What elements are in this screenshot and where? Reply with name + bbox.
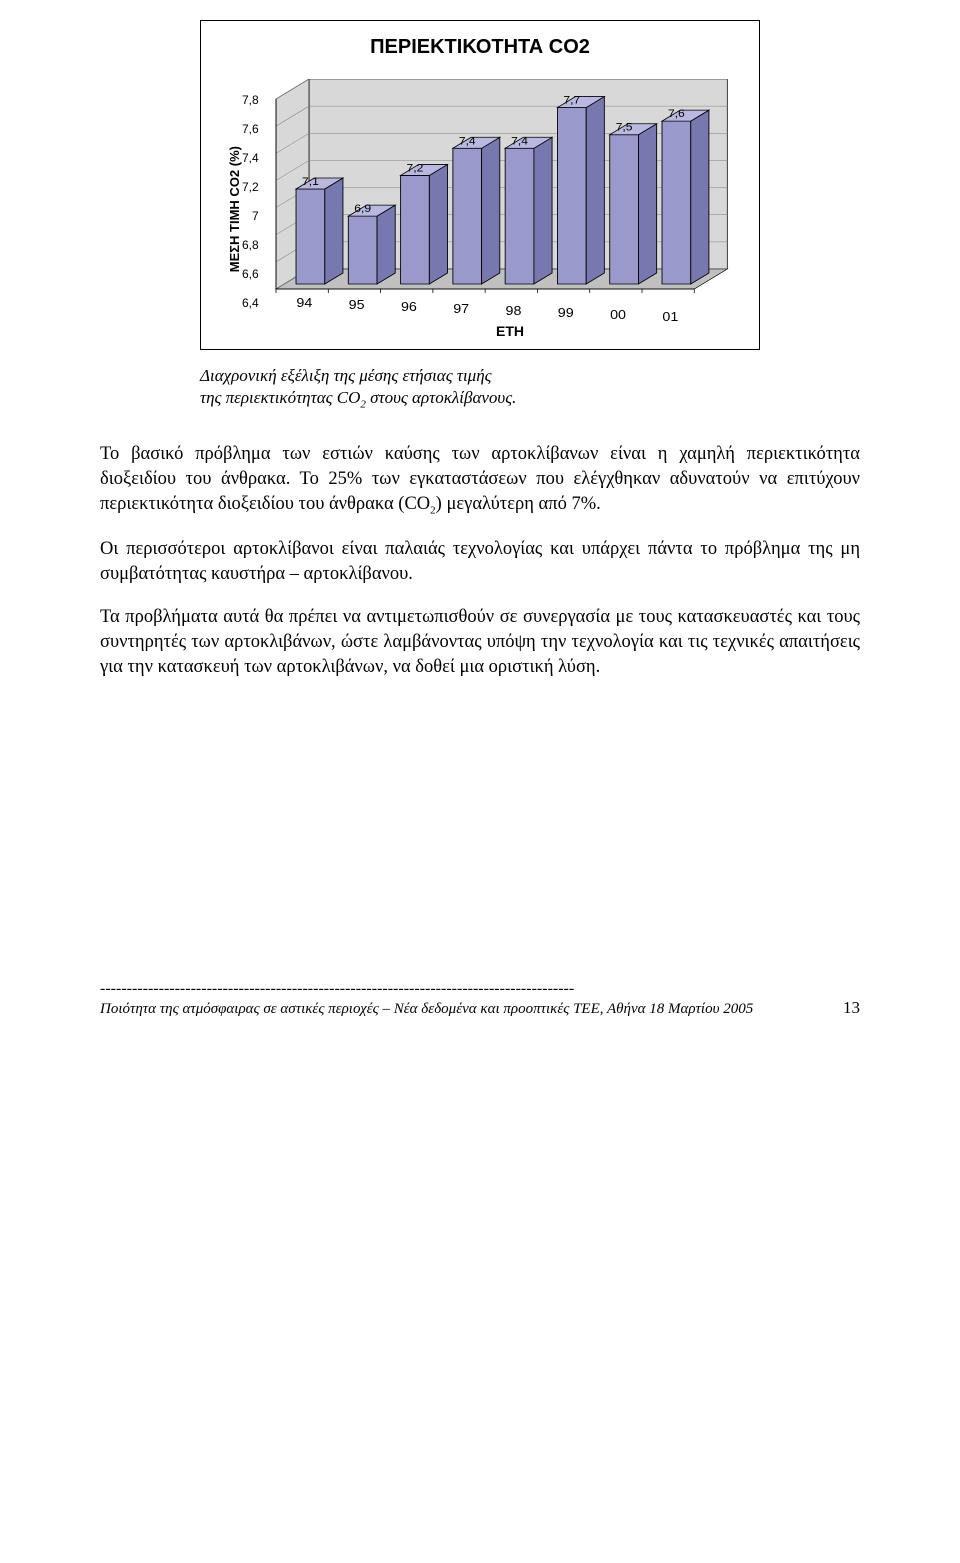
chart-plot: 7,1 94 6,9 95 7,2 96 7,4 97 7,4 98 7,7 99 7,5 00 7,6 01 bbox=[265, 79, 749, 339]
y-tick: 7 bbox=[242, 210, 259, 222]
chart-caption: Διαχρονική εξέλιξη της μέσης ετήσιας τιμ… bbox=[200, 365, 760, 412]
svg-text:7,7: 7,7 bbox=[563, 95, 580, 106]
svg-text:7,2: 7,2 bbox=[406, 163, 423, 174]
caption-line2b: στους αρτοκλίβανους. bbox=[366, 388, 516, 407]
y-tick: 6,6 bbox=[242, 268, 259, 280]
y-tick: 7,4 bbox=[242, 152, 259, 164]
paragraph-3: Τα προβλήματα αυτά θα πρέπει να αντιμετω… bbox=[100, 605, 860, 680]
footer-divider: ----------------------------------------… bbox=[100, 980, 860, 998]
paragraph-1: Το βασικό πρόβλημα των εστιών καύσης των… bbox=[100, 442, 860, 518]
chart-container: ΠΕΡΙΕΚΤΙΚΟΤΗΤΑ CO2 ΜΕΣΗ ΤΙΜΗ CO2 (%) 7,8… bbox=[200, 20, 760, 350]
chart-area: ΜΕΣΗ ΤΙΜΗ CO2 (%) 7,8 7,6 7,4 7,2 7 6,8 … bbox=[221, 79, 749, 339]
footer-row: Ποιότητα της ατμόσφαιρας σε αστικές περι… bbox=[100, 998, 860, 1018]
caption-line1: Διαχρονική εξέλιξη της μέσης ετήσιας τιμ… bbox=[200, 366, 492, 385]
page-footer: ----------------------------------------… bbox=[100, 980, 860, 1018]
svg-text:98: 98 bbox=[505, 304, 521, 318]
svg-text:00: 00 bbox=[610, 308, 626, 322]
footer-page-number: 13 bbox=[843, 998, 860, 1018]
y-tick: 6,4 bbox=[242, 297, 259, 309]
chart-title: ΠΕΡΙΕΚΤΙΚΟΤΗΤΑ CO2 bbox=[211, 36, 749, 59]
caption-line2a: της περιεκτικότητας CO bbox=[200, 388, 360, 407]
chart-svg: 7,1 94 6,9 95 7,2 96 7,4 97 7,4 98 7,7 99 7,5 00 7,6 01 bbox=[265, 79, 749, 339]
y-tick: 6,8 bbox=[242, 239, 259, 251]
svg-text:94: 94 bbox=[296, 296, 312, 310]
svg-text:7,4: 7,4 bbox=[459, 136, 476, 147]
svg-text:95: 95 bbox=[348, 298, 364, 312]
svg-text:96: 96 bbox=[401, 300, 417, 314]
svg-text:7,1: 7,1 bbox=[302, 176, 319, 187]
svg-text:99: 99 bbox=[557, 306, 573, 320]
svg-text:01: 01 bbox=[662, 310, 678, 324]
svg-text:6,9: 6,9 bbox=[354, 204, 371, 215]
svg-text:7,5: 7,5 bbox=[615, 122, 632, 133]
svg-text:7,6: 7,6 bbox=[668, 109, 685, 120]
page: ΠΕΡΙΕΚΤΙΚΟΤΗΤΑ CO2 ΜΕΣΗ ΤΙΜΗ CO2 (%) 7,8… bbox=[0, 0, 960, 1038]
svg-text:7,4: 7,4 bbox=[511, 136, 528, 147]
svg-text:97: 97 bbox=[453, 302, 469, 316]
para1-b: ) μεγαλύτερη από 7%. bbox=[436, 494, 601, 514]
y-tick: 7,6 bbox=[242, 123, 259, 135]
y-axis-label: ΜΕΣΗ ΤΙΜΗ CO2 (%) bbox=[221, 146, 242, 272]
y-axis-ticks: 7,8 7,6 7,4 7,2 7 6,8 6,6 6,4 bbox=[242, 79, 265, 339]
y-tick: 7,8 bbox=[242, 94, 259, 106]
paragraph-2: Οι περισσότεροι αρτοκλίβανοι είναι παλαι… bbox=[100, 537, 860, 587]
footer-text: Ποιότητα της ατμόσφαιρας σε αστικές περι… bbox=[100, 1001, 753, 1018]
y-tick: 7,2 bbox=[242, 181, 259, 193]
